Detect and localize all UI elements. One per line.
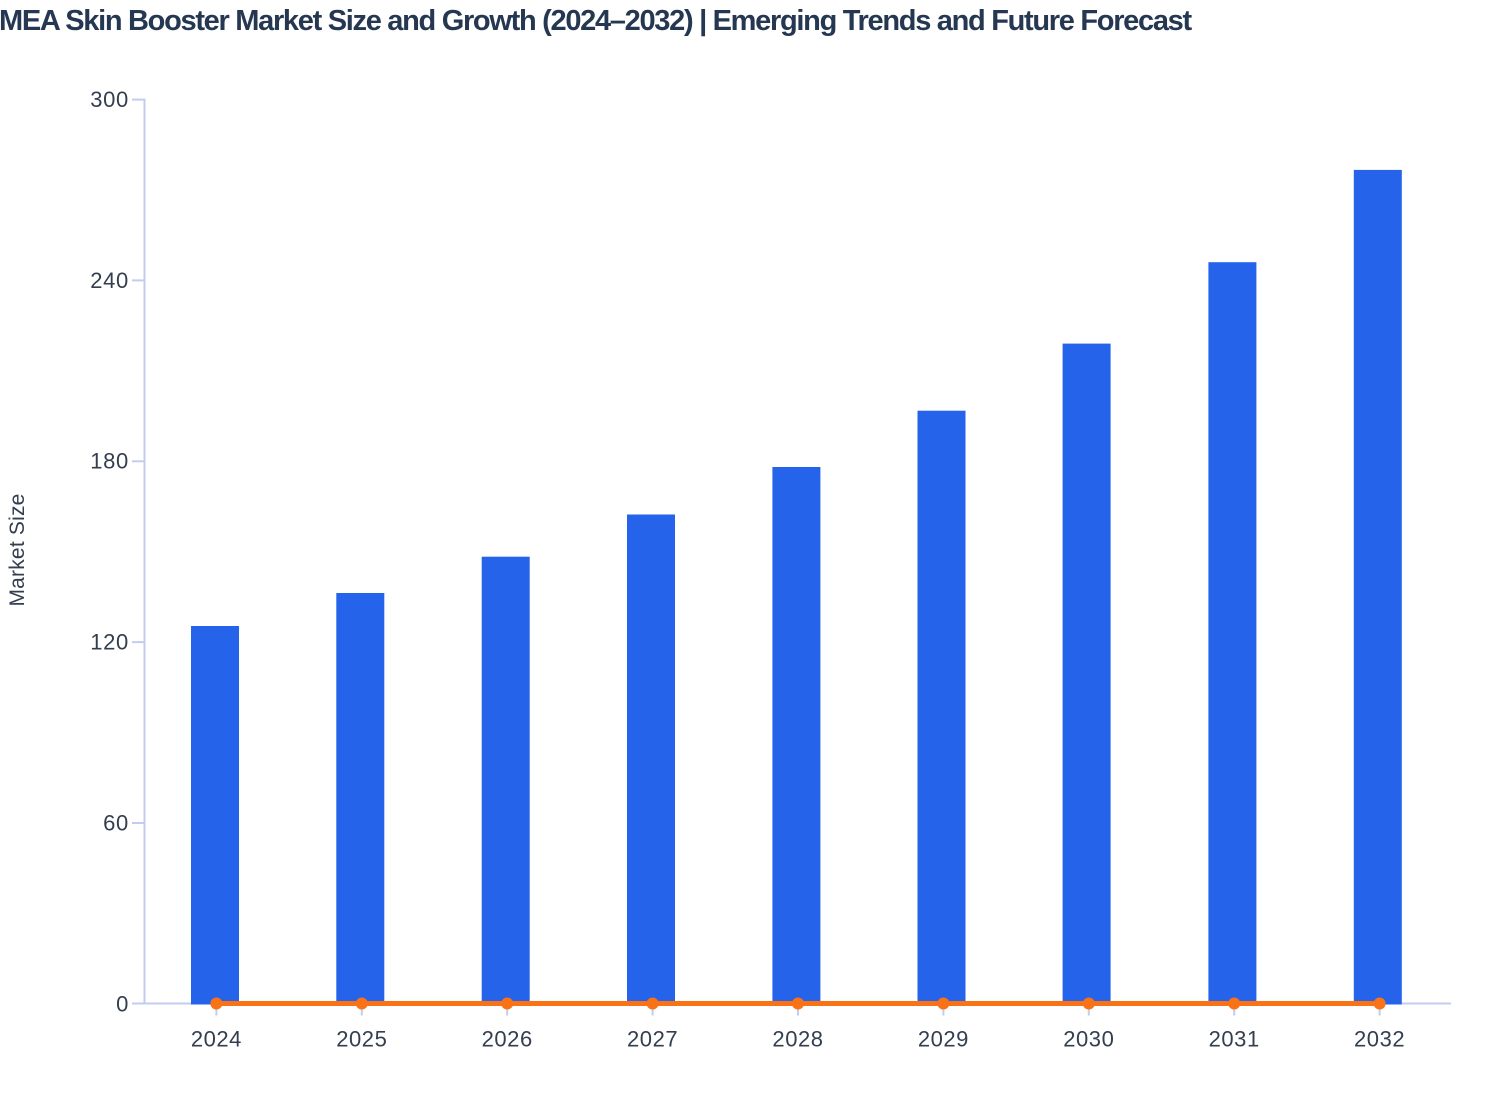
- svg-text:240: 240: [90, 268, 129, 293]
- svg-text:0: 0: [116, 991, 129, 1016]
- svg-text:120: 120: [90, 630, 129, 655]
- svg-text:2026: 2026: [482, 1027, 533, 1052]
- svg-text:300: 300: [90, 87, 129, 112]
- svg-text:2027: 2027: [627, 1027, 678, 1052]
- svg-text:180: 180: [90, 449, 129, 474]
- svg-text:2025: 2025: [336, 1027, 387, 1052]
- svg-text:2029: 2029: [918, 1027, 969, 1052]
- svg-text:60: 60: [103, 810, 129, 835]
- svg-text:2031: 2031: [1209, 1027, 1260, 1052]
- svg-text:2024: 2024: [191, 1027, 242, 1052]
- svg-text:2032: 2032: [1354, 1027, 1405, 1052]
- svg-text:2030: 2030: [1063, 1027, 1114, 1052]
- svg-text:Market Size: Market Size: [6, 493, 29, 606]
- svg-text:2028: 2028: [772, 1027, 823, 1052]
- svg-text:MEA Skin Booster Market Size a: MEA Skin Booster Market Size and Growth …: [0, 5, 1192, 37]
